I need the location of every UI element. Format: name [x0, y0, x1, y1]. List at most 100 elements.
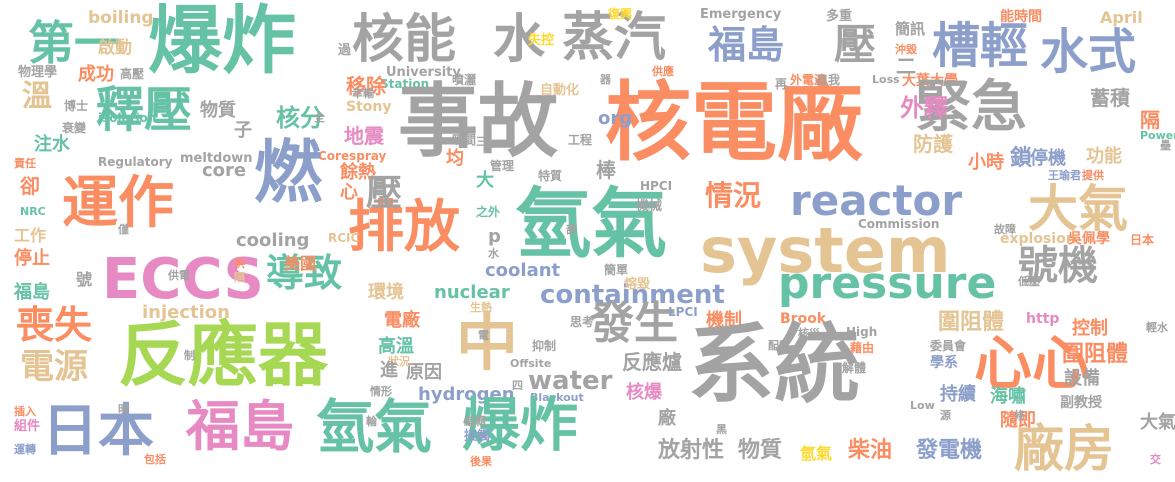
word-qingxing: 情形 [370, 385, 392, 398]
word-zhengqi: 蒸汽 [562, 8, 667, 68]
word-er: 二 [896, 54, 916, 78]
word-paifang: 排放 [348, 195, 460, 260]
word-baozha-1: 爆炸 [148, 0, 296, 84]
word-tingji: 停機 [1030, 148, 1066, 169]
word-suo: 鎖 [1010, 146, 1033, 171]
word-fasheng: 發生 [590, 298, 678, 349]
word-wuli: 物理學 [18, 65, 58, 80]
word-qi: 器 [600, 73, 611, 86]
word-jizhi: 機制 [706, 310, 742, 331]
word-ge: 隔 [1140, 108, 1160, 132]
word-tingzhi: 停止 [14, 248, 50, 269]
word-zujian: 組件 [14, 419, 41, 434]
word-ya-1: 壓 [834, 20, 877, 69]
word-riben-sm: 日本 [1130, 233, 1155, 247]
word-da: 大 [476, 170, 494, 191]
word-xin: 心 [340, 182, 358, 203]
word-weiyuanhui: 委員會 [930, 339, 967, 353]
word-offsite: Offsite [510, 357, 552, 370]
word-nrc: NRC [20, 205, 46, 218]
word-shuaibian: 衰變 [62, 121, 87, 135]
word-low: Low [910, 399, 935, 412]
word-tezhi: 特質 [538, 169, 563, 183]
word-guanli: 管理 [490, 159, 515, 173]
word-reactor: reactor [790, 176, 963, 225]
word-jixie: 機械 [636, 199, 663, 214]
word-suiji: 隨即 [1000, 410, 1036, 431]
word-zai: 再 [775, 77, 788, 91]
word-station: Station [380, 77, 430, 91]
word-guo: 過 [338, 43, 352, 58]
word-boiling: boiling [88, 8, 154, 28]
word-kongzhi: 控制 [1072, 318, 1108, 339]
word-jiandan: 簡單 [604, 263, 629, 277]
word-gongneng: 功能 [1086, 146, 1122, 167]
word-quan: 全 [314, 111, 325, 124]
word-ran: 燃 [254, 134, 323, 213]
word-wupeixue: 吳佩學 [1068, 231, 1110, 247]
word-weizuti-2: 圍阻體 [1062, 342, 1129, 367]
word-jiao: 交 [1150, 453, 1161, 466]
word-xuexi: 學系 [930, 355, 958, 371]
word-shui: 水 [493, 10, 546, 70]
word-shifang: 釋壓 [96, 82, 193, 138]
word-blackout: Blackout [530, 391, 584, 404]
word-fadianji: 發電機 [916, 438, 983, 463]
word-meiguo: 美國 [284, 254, 317, 273]
word-org: org [598, 108, 633, 129]
word-gong: 供 [234, 257, 245, 270]
word-xuji: 蓄積 [1090, 86, 1130, 110]
word-qiqi-1: 氫氣 [515, 179, 667, 268]
word-dayedaxue: 大葉大學 [902, 73, 958, 89]
word-weizuti-1: 圍阻體 [938, 310, 1005, 335]
word-shikong: 失控 [528, 33, 555, 48]
word-fuxi: 復興 [608, 7, 633, 21]
word-wuzhi-2: 物質 [738, 438, 783, 463]
word-commission: Commission [858, 217, 940, 231]
word-waishi: 外釋 [900, 94, 948, 122]
word-coolant: coolant [485, 260, 561, 281]
word-core: core [202, 160, 247, 181]
word-shui-sm: 水 [488, 247, 499, 260]
word-explosion: explosion [1000, 231, 1076, 247]
word-shuishi: 水式 [1040, 24, 1137, 80]
word-bang: 棒 [596, 158, 616, 182]
word-hydrogen: hydrogen [418, 384, 515, 405]
word-cooling: cooling [236, 230, 310, 251]
word-jieyou: 藉由 [850, 341, 875, 355]
word-si: 四 [512, 379, 523, 392]
word-rongdu: 熔毀 [624, 277, 651, 292]
word-duochong: 多重 [826, 9, 853, 24]
word-chonghui: 沖毀 [895, 43, 917, 56]
word-changfang-sm: 廠 [658, 408, 676, 429]
word-waidianyuan: 外電源 [790, 73, 827, 87]
word-gongying-1: 供應 [652, 65, 674, 78]
word-jun: 均 [446, 148, 464, 169]
word-hediancang: 核電廠 [605, 73, 863, 173]
word-injection: injection [142, 302, 230, 323]
word-qiqi-2: 氫氣 [316, 393, 433, 461]
word-yuanyin: 原因 [406, 362, 442, 383]
word-peidian: 配電 [768, 339, 790, 352]
word-dian: 電 [478, 329, 489, 342]
word-huanjing: 環境 [368, 282, 404, 303]
word-qingkuang: 情況 [705, 179, 762, 212]
word-gaoya: 高壓 [120, 67, 145, 81]
word-fujiaoshou: 副教授 [1060, 395, 1102, 411]
word-nengshijian: 能時間 [1000, 9, 1042, 25]
word-wangyujun: 王瑜君 [1048, 169, 1081, 182]
word-caoqing: 槽輕 [932, 18, 1029, 74]
word-zhiyi: 之外 [476, 205, 501, 219]
word-riben: 日本 [42, 399, 154, 464]
word-gaowen: 高溫 [378, 336, 414, 357]
word-fudao-sm: 福島 [14, 282, 50, 303]
word-daqi-1: 大氣 [1028, 180, 1128, 238]
word-yichu: 移除 [346, 74, 386, 98]
word-haixiao: 海嘯 [990, 386, 1026, 407]
word-xinxin: 心心 [974, 329, 1091, 397]
word-power: Power [1140, 129, 1175, 142]
word-dizhen: 地震 [344, 124, 384, 148]
word-lei: 壘 [1160, 139, 1171, 152]
word-yuan: 源 [940, 409, 951, 422]
